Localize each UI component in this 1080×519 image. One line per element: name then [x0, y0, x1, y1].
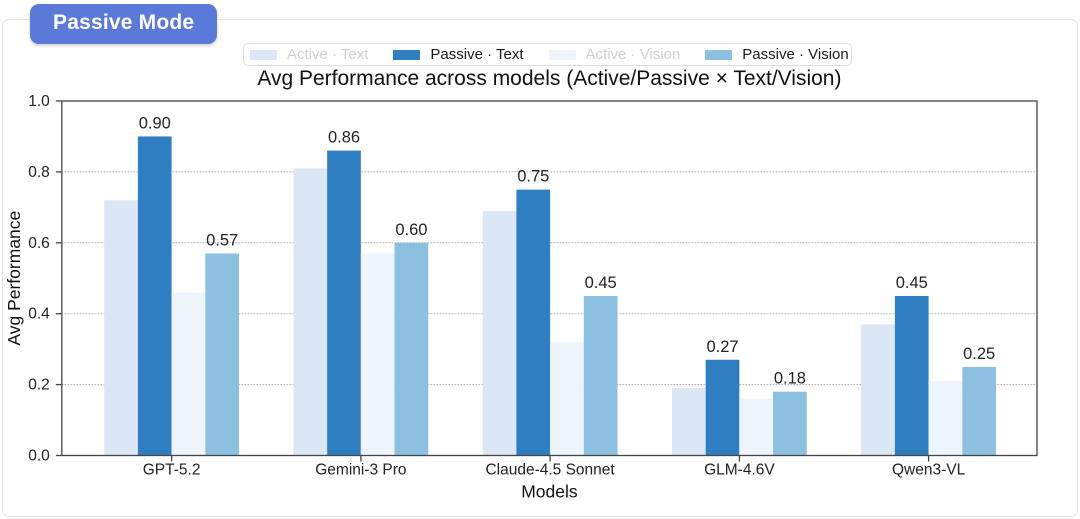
svg-text:Avg Performance: Avg Performance: [4, 211, 24, 346]
svg-text:0.8: 0.8: [28, 164, 50, 181]
svg-text:0.2: 0.2: [28, 377, 50, 394]
svg-text:Claude-4.5 Sonnet: Claude-4.5 Sonnet: [485, 462, 615, 479]
svg-text:GLM-4.6V: GLM-4.6V: [704, 462, 775, 479]
svg-text:0.4: 0.4: [28, 306, 50, 323]
svg-text:0.18: 0.18: [774, 370, 806, 388]
svg-text:0.75: 0.75: [517, 168, 549, 186]
svg-text:0.27: 0.27: [706, 338, 738, 356]
svg-text:0.0: 0.0: [28, 448, 50, 465]
svg-text:0.90: 0.90: [139, 114, 171, 132]
svg-text:Avg Performance across models: Avg Performance across models (Active/Pa…: [257, 67, 841, 90]
svg-text:0.45: 0.45: [585, 274, 617, 292]
svg-text:Gemini-3 Pro: Gemini-3 Pro: [315, 462, 406, 479]
svg-text:0.6: 0.6: [28, 235, 50, 252]
svg-text:0.60: 0.60: [395, 221, 427, 239]
svg-text:0.86: 0.86: [328, 129, 360, 147]
svg-text:1.0: 1.0: [28, 93, 50, 110]
svg-text:0.45: 0.45: [896, 274, 928, 292]
svg-text:0.25: 0.25: [963, 345, 995, 363]
svg-text:Qwen3-VL: Qwen3-VL: [892, 462, 966, 479]
svg-text:GPT-5.2: GPT-5.2: [143, 462, 201, 479]
svg-text:0.57: 0.57: [206, 231, 238, 249]
svg-text:Models: Models: [521, 482, 578, 502]
